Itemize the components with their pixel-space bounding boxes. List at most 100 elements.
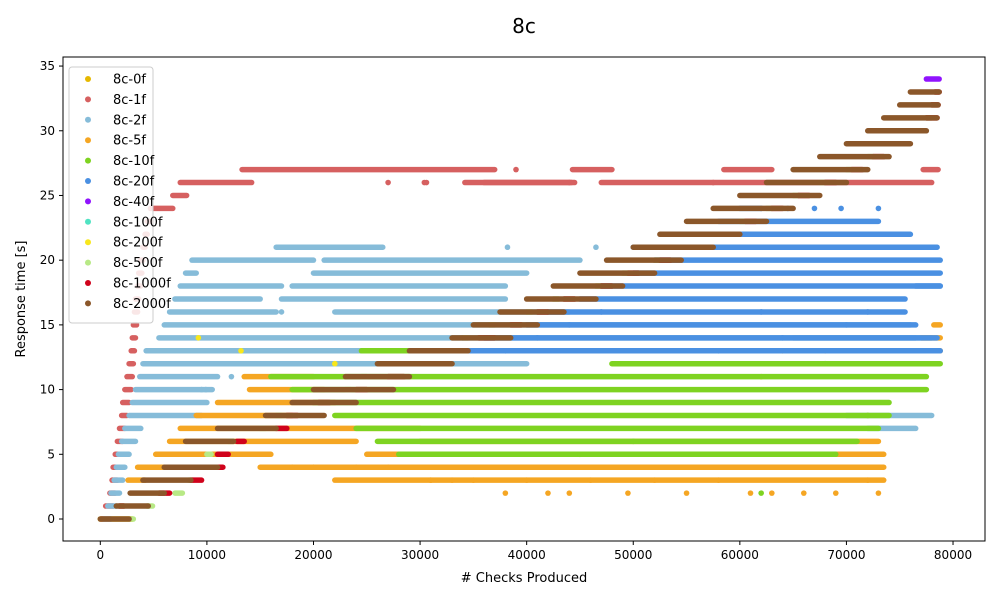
legend-marker [85,137,91,144]
legend-label: 8c-10f [113,154,155,169]
data-point [811,205,818,212]
data-point [523,477,530,483]
series-8c-2000f [97,89,942,522]
legend-marker [85,300,91,307]
data-point [598,309,605,315]
data-point [587,477,594,483]
chart-title: 8c [512,14,536,38]
data-point [864,477,871,483]
data-point [864,309,871,315]
data-point [566,179,573,186]
y-tick-label: 15 [40,318,55,332]
data-point [566,322,573,328]
y-tick-label: 35 [40,59,55,73]
legend-label: 8c-500f [113,256,163,271]
data-point [449,477,455,483]
legend-label: 8c-20f [113,175,155,190]
series-8c-10f [268,348,943,496]
data-point [577,451,583,458]
data-point [513,166,519,173]
data-point [545,490,551,496]
legend-marker [85,157,91,164]
data-point [800,490,807,496]
data-point [875,205,882,212]
x-axis-label: # Checks Produced [461,571,587,586]
data-point [385,464,391,471]
data-point [278,309,285,315]
y-axis: 0 5 10 15 20 25 30 35 [40,59,63,526]
legend: 8c-0f 8c-1f 8c-2f 8c-5f 8c-10f 8c-20f 8c-40f 8c… [68,66,171,324]
y-tick-label: 0 [47,512,55,526]
data-point [710,179,716,186]
y-tick-label: 5 [47,447,55,461]
legend-marker [85,239,91,246]
legend-marker [85,280,91,286]
data-point [504,244,511,251]
data-point [625,490,631,496]
legend-frame [68,66,154,324]
data-point [832,490,839,496]
legend-marker [85,116,91,123]
legend-label: 8c-100f [113,215,163,230]
y-axis-label: Response time [s] [14,241,29,358]
x-tick-label: 0 [96,548,104,562]
data-point [502,347,509,354]
data-point [683,490,690,496]
plot-frame [62,56,986,542]
series-8c-200f [195,335,338,367]
legend-marker [85,218,91,225]
x-tick-label: 60000 [721,548,759,562]
data-point [195,335,202,341]
data-point [715,347,722,354]
legend-marker [85,198,91,205]
legend-label: 8c-2000f [113,297,171,312]
data-point [289,464,295,471]
data-point [769,490,775,496]
x-tick-label: 50000 [614,548,652,562]
data-point [203,386,209,393]
legend-label: 8c-1000f [113,277,171,292]
data-point [198,386,205,393]
data-point [747,490,754,496]
legend-marker [85,96,91,103]
x-axis: 0 10000 20000 30000 40000 50000 60000 70000 8000… [96,541,972,562]
x-tick-label: 40000 [508,548,546,562]
data-point [385,179,391,186]
x-tick-label: 10000 [188,548,226,562]
data-point [822,360,828,367]
legend-label: 8c-40f [113,195,155,210]
data-point [470,477,477,483]
data-point [651,477,658,483]
data-point [310,464,317,471]
legend-label: 8c-1f [113,93,146,108]
x-tick-label: 20000 [294,548,332,562]
series-layer [97,76,943,522]
data-point [423,179,430,186]
x-tick-label: 30000 [401,548,439,562]
x-tick-label: 80000 [934,548,972,562]
data-point [843,322,850,328]
y-tick-label: 10 [40,383,55,397]
plot-area [97,76,943,522]
data-point [715,477,722,483]
data-point [502,490,509,496]
data-point [427,477,434,483]
legend-label: 8c-2f [113,113,146,128]
legend-marker [85,76,91,82]
data-point [875,490,882,496]
data-point [332,360,338,367]
data-point [758,490,764,496]
y-tick-label: 25 [40,188,55,202]
legend-label: 8c-5f [113,134,146,149]
data-point [838,205,844,212]
legend-label: 8c-200f [113,236,163,251]
data-point [864,412,871,419]
legend-marker [85,178,91,184]
data-point [228,373,235,380]
data-point [353,464,359,471]
x-tick-label: 70000 [827,548,865,562]
y-tick-label: 20 [40,253,55,267]
data-point [593,244,599,251]
y-tick-label: 30 [40,124,55,138]
